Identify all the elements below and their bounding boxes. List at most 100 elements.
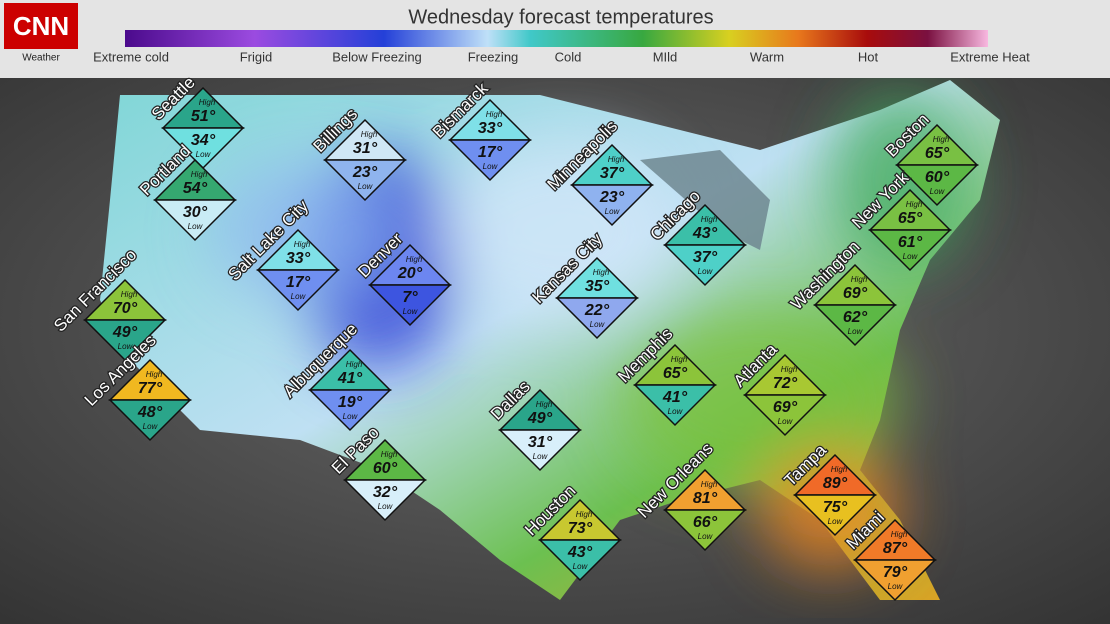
low-label: Low [573, 562, 589, 571]
low-half [895, 164, 979, 207]
high-label: High [933, 135, 950, 144]
high-temp: 41° [337, 370, 363, 387]
low-half [153, 199, 237, 242]
high-label: High [294, 240, 311, 249]
low-label: Low [196, 150, 212, 159]
high-temp: 43° [692, 225, 718, 242]
legend-label: MIld [653, 49, 678, 64]
logo-box [4, 3, 78, 49]
low-half [343, 479, 427, 522]
low-temp: 32° [373, 484, 398, 501]
low-half [555, 297, 639, 340]
high-temp: 70° [113, 300, 138, 317]
low-half [868, 229, 952, 272]
low-label: Low [778, 417, 794, 426]
low-temp: 69° [773, 399, 798, 416]
legend-label: Extreme cold [93, 49, 169, 64]
low-half [538, 539, 622, 582]
high-temp: 65° [898, 210, 923, 227]
high-temp: 87° [883, 540, 908, 557]
low-half [308, 389, 392, 432]
low-temp: 23° [599, 189, 625, 206]
legend-label: Warm [750, 49, 784, 64]
low-temp: 22° [584, 302, 610, 319]
high-label: High [701, 215, 718, 224]
low-label: Low [930, 187, 946, 196]
low-temp: 49° [112, 324, 138, 341]
low-temp: 79° [883, 564, 908, 581]
low-half [161, 127, 245, 170]
high-label: High [199, 98, 216, 107]
low-label: Low [903, 252, 919, 261]
low-temp: 75° [823, 499, 848, 516]
low-temp: 17° [478, 144, 503, 161]
high-label: High [906, 200, 923, 209]
high-temp: 69° [843, 285, 868, 302]
high-label: High [381, 450, 398, 459]
low-half [813, 304, 897, 347]
legend-label: Hot [858, 49, 879, 64]
low-label: Low [888, 582, 904, 591]
legend: Extreme cold Frigid Below Freezing Freezing… [93, 49, 1030, 64]
low-label: Low [698, 267, 714, 276]
low-label: Low [483, 162, 499, 171]
high-temp: 72° [773, 375, 798, 392]
high-label: High [146, 370, 163, 379]
low-temp: 41° [662, 389, 688, 406]
low-temp: 62° [843, 309, 868, 326]
low-half [663, 244, 747, 287]
logo: CNN [13, 11, 69, 41]
low-temp: 7° [402, 289, 418, 306]
high-temp: 35° [585, 278, 610, 295]
low-half [323, 159, 407, 202]
high-label: High [608, 155, 625, 164]
legend-label: Cold [555, 49, 582, 64]
low-half [633, 384, 717, 427]
low-label: Low [358, 182, 374, 191]
high-temp: 31° [353, 140, 378, 157]
high-temp: 54° [183, 180, 208, 197]
low-temp: 17° [286, 274, 311, 291]
low-half [498, 429, 582, 472]
low-label: Low [291, 292, 307, 301]
low-temp: 34° [191, 132, 216, 149]
low-half [83, 319, 167, 362]
low-label: Low [143, 422, 159, 431]
low-half [743, 394, 827, 437]
legend-label: Freezing [468, 49, 519, 64]
high-temp: 77° [138, 380, 163, 397]
high-label: High [536, 400, 553, 409]
high-label: High [671, 355, 688, 364]
high-label: High [701, 480, 718, 489]
high-temp: 49° [527, 410, 553, 427]
high-temp: 20° [397, 265, 423, 282]
high-temp: 65° [663, 365, 688, 382]
low-temp: 43° [567, 544, 593, 561]
low-label: Low [668, 407, 684, 416]
title: Wednesday forecast temperatures [408, 6, 713, 28]
low-temp: 61° [898, 234, 923, 251]
high-label: High [361, 130, 378, 139]
low-temp: 31° [528, 434, 553, 451]
low-half [663, 509, 747, 552]
low-label: Low [403, 307, 419, 316]
low-label: Low [828, 517, 844, 526]
legend-label: Below Freezing [332, 49, 422, 64]
high-label: High [891, 530, 908, 539]
low-label: Low [533, 452, 549, 461]
high-temp: 33° [286, 250, 311, 267]
high-temp: 37° [600, 165, 625, 182]
high-temp: 73° [568, 520, 593, 537]
low-temp: 66° [693, 514, 718, 531]
low-label: Low [698, 532, 714, 541]
high-label: High [593, 268, 610, 277]
low-label: Low [118, 342, 134, 351]
low-half [256, 269, 340, 312]
low-temp: 48° [137, 404, 163, 421]
low-half [793, 494, 877, 537]
high-label: High [486, 110, 503, 119]
low-half [853, 559, 937, 602]
high-label: High [346, 360, 363, 369]
